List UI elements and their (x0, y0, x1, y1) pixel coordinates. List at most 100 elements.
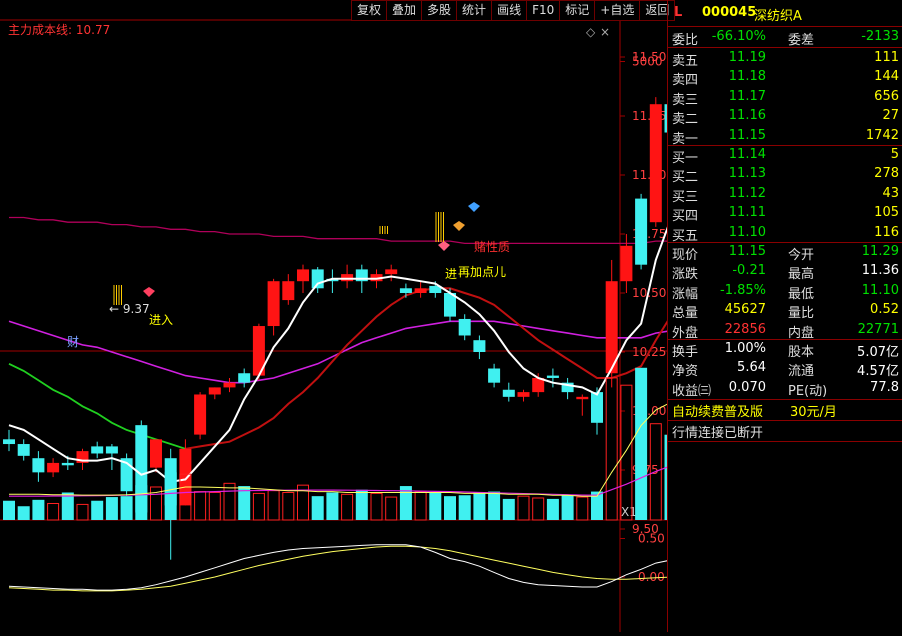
annotation-enter: 进入 (149, 313, 173, 327)
candle-body (458, 318, 471, 336)
stat-value: 11.36 (861, 263, 899, 279)
volume-bar (61, 492, 74, 520)
volume-bar (47, 502, 60, 521)
stat-label: 内盘 (788, 325, 815, 341)
fund-label: 流通 (788, 364, 815, 380)
toolbar-button-0[interactable]: 复权 (351, 0, 388, 21)
toolbar-button-8[interactable]: 返回 (639, 0, 676, 21)
stock-header: L 000045 深纺织A (668, 4, 902, 24)
osc-signal-line (8, 545, 774, 592)
stat-label: 今开 (788, 248, 815, 263)
weibi-row: 委比 -66.10% 委差 -2133 (672, 29, 899, 48)
stat-value: 45627 (724, 302, 766, 318)
volume-bar (591, 491, 603, 520)
toolbar-button-2[interactable]: 多股 (421, 0, 458, 21)
toolbar-button-1[interactable]: 叠加 (386, 0, 423, 21)
fund-label: 换手 (672, 345, 699, 360)
candle-body (267, 281, 280, 327)
candle-body (238, 373, 251, 383)
annotation-enter2: 进 (445, 267, 457, 281)
candle-body (208, 387, 221, 395)
level-price: 11.13 (728, 166, 766, 182)
volume-bar (429, 492, 442, 520)
fund-value: 5.64 (737, 360, 766, 376)
stat-value: -0.21 (732, 263, 766, 279)
volume-bar (223, 482, 236, 521)
volume-bar (105, 497, 118, 520)
volume-bar (267, 490, 280, 521)
fund-value: 4.57亿 (857, 364, 899, 380)
stat-value: 22771 (857, 321, 899, 337)
fund-row: 净资 5.64 流通 4.57亿 (668, 359, 902, 380)
candle-body (649, 104, 662, 223)
level-volume: 116 (874, 224, 899, 240)
diamond-marker (468, 202, 480, 212)
candle-body (473, 340, 486, 352)
price-tick-label: 11.50 (632, 50, 666, 64)
toolbar-button-6[interactable]: 标记 (559, 0, 596, 21)
candle-body (385, 269, 398, 275)
volume-bar (473, 492, 486, 520)
level-label: 买四 (672, 209, 699, 225)
buy-level-4: 买四 11.11 105 (668, 204, 902, 225)
candle-body (576, 396, 589, 400)
volume-bar (605, 377, 618, 521)
level-volume: 111 (874, 50, 899, 65)
stat-label: 最低 (788, 286, 815, 302)
volume-bar (91, 500, 104, 520)
level-label: 买五 (672, 228, 699, 244)
buy-level-5: 买五 11.10 116 (668, 224, 902, 244)
stat-row: 涨跌 -0.21 最高 11.36 (668, 262, 902, 282)
candle-body (355, 269, 368, 282)
candle-body (311, 269, 324, 289)
volume-bar (135, 485, 148, 520)
stat-row: 外盘 22856 内盘 22771 (668, 321, 902, 341)
candle-body (3, 439, 15, 445)
weicha-value: -2133 (861, 29, 899, 44)
volume-bar (179, 473, 192, 521)
stat-value: 0.52 (870, 302, 899, 318)
volume-bar (311, 496, 324, 520)
candle-body (282, 281, 295, 301)
volume-bar (341, 493, 354, 521)
chart-toolbar: 复权 叠加 多股 统计 画线 F10 标记 +自选 返回 (351, 0, 676, 21)
toolbar-button-5[interactable]: F10 (526, 0, 561, 21)
candle-body (635, 198, 648, 265)
toolbar-button-4[interactable]: 画线 (491, 0, 528, 21)
osc-tick-label: 0.50 (638, 532, 665, 546)
fund-value: 5.07亿 (857, 345, 899, 360)
toolbar-button-3[interactable]: 统计 (456, 0, 493, 21)
volume-tick-label: 5000 (632, 55, 663, 69)
level-volume: 278 (874, 166, 899, 182)
fund-label: 收益㈢ (672, 383, 712, 399)
level-label: 买三 (672, 189, 699, 205)
kline-chart-area[interactable]: 主力成本线: 10.77 ◇ × 11.50 11.25 11.00 10.75 10.50 1… (0, 0, 780, 632)
volume-bar (164, 472, 177, 520)
candle-body (429, 285, 442, 293)
annotation-probe: 赌性质 (474, 240, 510, 254)
stat-value: 22856 (724, 321, 766, 337)
candle-body (91, 446, 104, 454)
candle-body (179, 448, 192, 506)
level-volume: 144 (874, 69, 899, 85)
promo-price[interactable]: 30元/月 (790, 405, 837, 420)
chart-canvas[interactable]: 主力成本线: 10.77 ◇ ×11.5011.2511.0010.7510.501… (0, 0, 780, 632)
volume-bar (32, 499, 45, 520)
volume-ma-long (9, 438, 774, 497)
stock-name: 深纺织A (754, 9, 802, 24)
level-label: 买二 (672, 170, 699, 186)
fund-value: 0.070 (728, 379, 766, 395)
volume-bar (150, 486, 162, 521)
ma10-line-green (8, 362, 186, 450)
fund-row: 换手 1.00% 股本 5.07亿 (668, 340, 902, 360)
volume-bar (620, 384, 633, 521)
level-price: 11.17 (728, 88, 766, 104)
promo-text[interactable]: 自动续费普及版 (672, 405, 764, 420)
promo-row[interactable]: 自动续费普及版 30元/月 (668, 400, 902, 420)
level-price: 11.10 (728, 224, 766, 240)
volume-bar (17, 506, 30, 520)
annotation-add: 再加点儿 (458, 265, 506, 279)
volume-bar (649, 423, 662, 521)
sell-level-3: 卖三 11.17 656 (668, 88, 902, 108)
toolbar-button-7[interactable]: +自选 (594, 0, 641, 21)
